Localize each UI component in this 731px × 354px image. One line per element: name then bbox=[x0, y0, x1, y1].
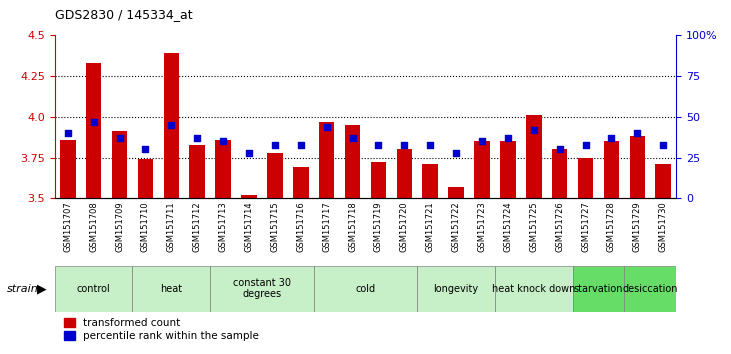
Bar bbox=[552, 149, 567, 198]
Bar bbox=[417, 266, 495, 312]
Bar bbox=[164, 53, 179, 198]
Bar bbox=[211, 266, 314, 312]
Text: control: control bbox=[77, 284, 110, 293]
Bar bbox=[319, 122, 334, 198]
Point bbox=[373, 142, 385, 147]
Text: GSM151717: GSM151717 bbox=[322, 202, 331, 252]
Point bbox=[502, 135, 514, 141]
Point bbox=[450, 150, 462, 155]
Text: GSM151713: GSM151713 bbox=[219, 202, 227, 252]
Bar bbox=[500, 141, 515, 198]
Point bbox=[217, 138, 229, 144]
Text: GSM151719: GSM151719 bbox=[374, 202, 383, 252]
Bar bbox=[137, 159, 154, 198]
Point bbox=[321, 124, 333, 130]
Bar bbox=[86, 63, 102, 198]
Text: starvation: starvation bbox=[574, 284, 624, 293]
Bar bbox=[624, 266, 676, 312]
Text: GSM151709: GSM151709 bbox=[115, 202, 124, 252]
Text: heat knock down: heat knock down bbox=[492, 284, 575, 293]
Point bbox=[580, 142, 591, 147]
Bar bbox=[267, 153, 283, 198]
Text: GSM151721: GSM151721 bbox=[425, 202, 435, 252]
Point bbox=[269, 142, 281, 147]
Bar bbox=[60, 139, 75, 198]
Text: GSM151724: GSM151724 bbox=[504, 202, 512, 252]
Point bbox=[295, 142, 306, 147]
Text: GSM151725: GSM151725 bbox=[529, 202, 538, 252]
Text: GSM151710: GSM151710 bbox=[141, 202, 150, 252]
Point bbox=[554, 147, 566, 152]
Text: GSM151723: GSM151723 bbox=[477, 202, 487, 252]
Text: constant 30
degrees: constant 30 degrees bbox=[233, 278, 291, 299]
Bar bbox=[604, 141, 619, 198]
Text: GSM151726: GSM151726 bbox=[555, 202, 564, 252]
Bar bbox=[526, 115, 542, 198]
Text: desiccation: desiccation bbox=[623, 284, 678, 293]
Point bbox=[88, 119, 99, 125]
Point bbox=[657, 142, 669, 147]
Text: ▶: ▶ bbox=[37, 282, 46, 295]
Point bbox=[476, 138, 488, 144]
Bar bbox=[241, 195, 257, 198]
Text: longevity: longevity bbox=[433, 284, 479, 293]
Text: GSM151727: GSM151727 bbox=[581, 202, 590, 252]
Bar bbox=[55, 266, 132, 312]
Text: GSM151714: GSM151714 bbox=[244, 202, 254, 252]
Text: GSM151716: GSM151716 bbox=[296, 202, 306, 252]
Point bbox=[114, 135, 126, 141]
Text: GSM151712: GSM151712 bbox=[193, 202, 202, 252]
Text: heat: heat bbox=[160, 284, 183, 293]
Bar bbox=[629, 136, 645, 198]
Text: GSM151715: GSM151715 bbox=[270, 202, 279, 252]
Text: cold: cold bbox=[355, 284, 376, 293]
Bar bbox=[345, 125, 360, 198]
Point bbox=[632, 130, 643, 136]
Point bbox=[528, 127, 539, 133]
Point bbox=[140, 147, 151, 152]
Bar bbox=[495, 266, 572, 312]
Text: GSM151722: GSM151722 bbox=[452, 202, 461, 252]
Bar bbox=[396, 149, 412, 198]
Bar bbox=[189, 144, 205, 198]
Text: GDS2830 / 145334_at: GDS2830 / 145334_at bbox=[55, 8, 192, 21]
Bar bbox=[423, 164, 438, 198]
Text: GSM151707: GSM151707 bbox=[64, 202, 72, 252]
Bar bbox=[216, 139, 231, 198]
Point bbox=[398, 142, 410, 147]
Point bbox=[192, 135, 203, 141]
Point bbox=[243, 150, 255, 155]
Bar bbox=[314, 266, 417, 312]
Text: GSM151730: GSM151730 bbox=[659, 202, 667, 252]
Point bbox=[605, 135, 617, 141]
Text: GSM151718: GSM151718 bbox=[348, 202, 357, 252]
Bar bbox=[293, 167, 308, 198]
Bar bbox=[448, 187, 464, 198]
Bar bbox=[371, 162, 386, 198]
Bar bbox=[577, 158, 594, 198]
Bar bbox=[132, 266, 211, 312]
Text: strain: strain bbox=[7, 284, 39, 293]
Bar bbox=[474, 141, 490, 198]
Text: GSM151728: GSM151728 bbox=[607, 202, 616, 252]
Point bbox=[165, 122, 177, 128]
Bar bbox=[112, 131, 127, 198]
Text: GSM151720: GSM151720 bbox=[400, 202, 409, 252]
Point bbox=[425, 142, 436, 147]
Text: GSM151711: GSM151711 bbox=[167, 202, 176, 252]
Legend: transformed count, percentile rank within the sample: transformed count, percentile rank withi… bbox=[60, 314, 263, 345]
Point bbox=[62, 130, 74, 136]
Text: GSM151708: GSM151708 bbox=[89, 202, 98, 252]
Bar bbox=[656, 164, 671, 198]
Bar bbox=[572, 266, 624, 312]
Point bbox=[346, 135, 358, 141]
Text: GSM151729: GSM151729 bbox=[633, 202, 642, 252]
